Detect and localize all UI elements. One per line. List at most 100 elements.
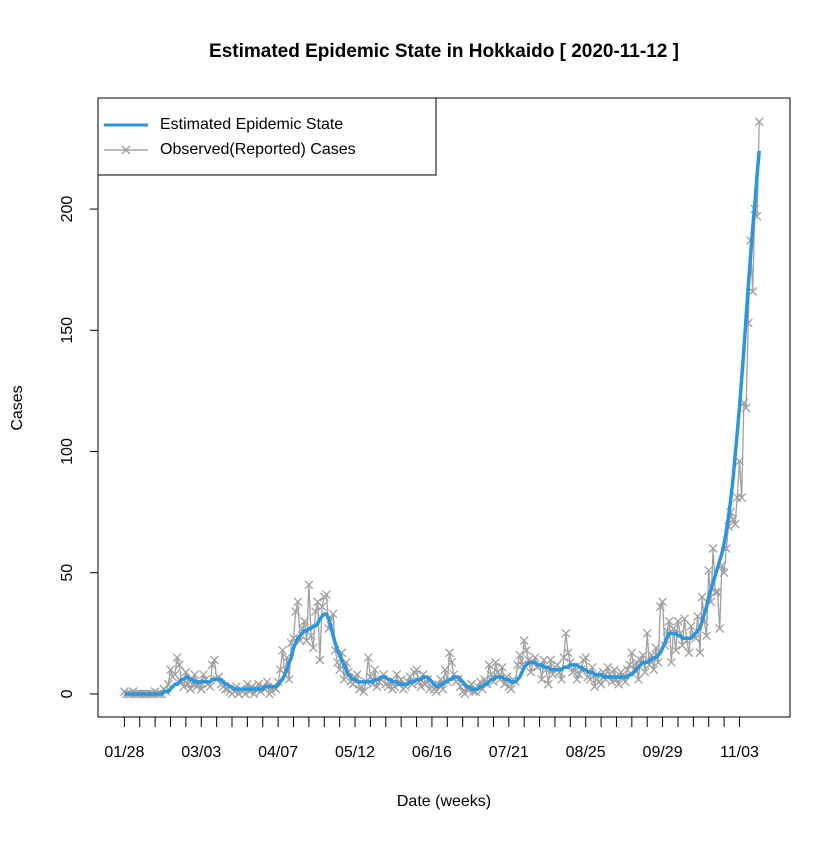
observed-marker xyxy=(642,628,652,638)
observed-marker xyxy=(267,687,277,697)
observed-marker xyxy=(655,602,665,612)
legend-box xyxy=(97,97,437,176)
y-tick-label: 200 xyxy=(59,196,76,223)
legend-marker xyxy=(121,145,131,155)
observed-marker xyxy=(537,674,547,684)
observed-marker xyxy=(242,679,252,689)
observed-marker xyxy=(539,655,549,665)
observed-marker xyxy=(587,662,597,672)
observed-marker xyxy=(497,662,507,672)
observed-marker xyxy=(607,677,617,687)
observed-marker xyxy=(440,665,450,675)
observed-marker xyxy=(179,682,189,692)
observed-marker xyxy=(322,590,331,600)
observed-marker xyxy=(719,568,729,578)
observed-marker xyxy=(278,645,287,655)
observed-marker xyxy=(664,616,674,626)
observed-marker xyxy=(680,614,690,624)
observed-marker xyxy=(702,631,711,641)
x-tick-label: 04/07 xyxy=(258,744,298,761)
x-axis-label: Date (weeks) xyxy=(397,793,491,810)
observed-marker xyxy=(585,674,595,684)
observed-marker xyxy=(293,597,303,607)
observed-marker xyxy=(170,670,180,680)
observed-marker xyxy=(181,667,191,677)
observed-marker xyxy=(735,456,744,466)
observed-marker xyxy=(614,679,624,689)
x-tick-label: 03/03 xyxy=(181,744,221,761)
observed-marker xyxy=(513,660,523,670)
observed-marker xyxy=(557,674,566,684)
observed-marker xyxy=(335,665,345,675)
observed-marker xyxy=(581,653,591,663)
observed-marker xyxy=(754,117,764,127)
observed-marker xyxy=(370,665,380,675)
observed-marker xyxy=(704,565,714,575)
observed-marker xyxy=(737,493,747,503)
observed-marker xyxy=(546,655,556,665)
observed-marker xyxy=(515,650,525,660)
observed-marker xyxy=(748,287,758,296)
y-axis-label: Cases xyxy=(9,385,26,430)
observed-marker xyxy=(185,684,195,694)
observed-marker xyxy=(300,616,309,626)
observed-marker xyxy=(627,648,637,658)
observed-marker xyxy=(311,607,320,616)
observed-marker xyxy=(695,648,705,658)
observed-marker xyxy=(172,653,182,663)
observed-marker xyxy=(209,655,219,665)
legend-label: Observed(Reported) Cases xyxy=(160,141,356,158)
observed-marker xyxy=(651,643,661,653)
observed-marker xyxy=(526,667,536,677)
observed-marker xyxy=(609,665,619,675)
observed-marker xyxy=(431,687,441,697)
observed-marker xyxy=(249,689,259,699)
observed-marker xyxy=(315,655,325,665)
observed-marker xyxy=(649,665,659,675)
observed-marker xyxy=(640,667,650,677)
observed-marker xyxy=(207,660,217,670)
observed-marker xyxy=(669,624,679,633)
y-tick-label: 50 xyxy=(59,564,76,582)
observed-marker xyxy=(174,660,184,670)
observed-marker xyxy=(603,662,613,672)
observed-marker xyxy=(506,684,516,694)
observed-marker xyxy=(561,628,571,638)
observed-marker xyxy=(205,682,215,692)
observed-marker xyxy=(530,653,540,663)
observed-marker xyxy=(548,670,558,680)
observed-marker xyxy=(445,648,454,658)
y-tick-label: 100 xyxy=(59,438,76,465)
observed-marker xyxy=(658,597,668,607)
observed-marker xyxy=(730,519,740,529)
observed-marker xyxy=(620,677,630,687)
x-tick-label: 07/21 xyxy=(489,744,529,761)
observed-marker xyxy=(484,660,494,670)
observed-marker xyxy=(447,657,457,667)
x-tick-label: 05/12 xyxy=(335,744,375,761)
observed-marker xyxy=(352,670,362,680)
x-tick-label: 11/03 xyxy=(720,744,759,761)
observed-marker xyxy=(317,602,327,612)
observed-marker xyxy=(183,679,193,689)
y-tick-label: 0 xyxy=(59,689,76,698)
x-tick-label: 01/28 xyxy=(104,744,144,761)
observed-marker xyxy=(359,687,369,697)
observed-marker xyxy=(741,403,751,413)
observed-marker xyxy=(708,544,718,553)
observed-marker xyxy=(308,643,318,653)
observed-marker xyxy=(713,587,722,597)
observed-marker xyxy=(715,624,725,633)
observed-marker xyxy=(240,689,250,699)
observed-marker xyxy=(521,645,531,655)
observed-marker xyxy=(291,607,301,616)
observed-marker xyxy=(416,682,426,692)
chart-title: Estimated Epidemic State in Hokkaido [ 2… xyxy=(209,41,679,62)
observed-marker xyxy=(697,592,707,602)
observed-marker xyxy=(638,650,648,660)
observed-marker xyxy=(684,648,694,658)
observed-marker xyxy=(363,653,373,663)
observed-marker xyxy=(633,674,643,684)
observed-marker xyxy=(190,670,200,680)
observed-marker xyxy=(372,682,382,692)
